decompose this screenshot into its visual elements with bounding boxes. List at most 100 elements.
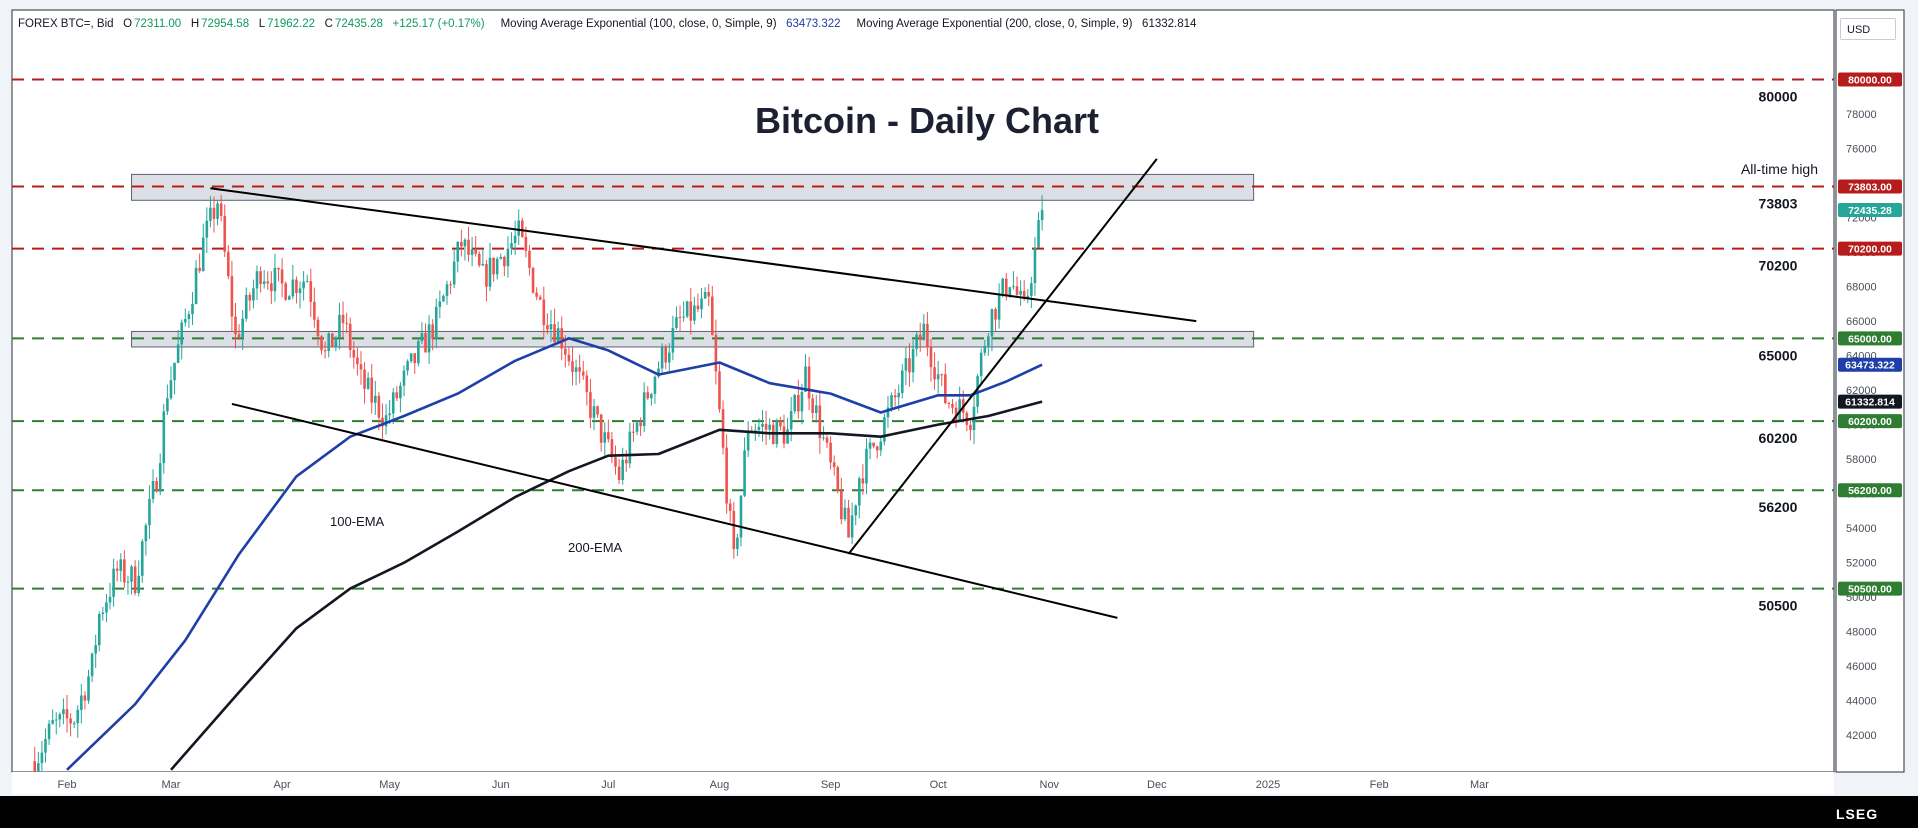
candle-up [87, 676, 90, 701]
candle-up [936, 374, 940, 380]
y-tick-label: 78000 [1846, 109, 1877, 121]
candle-down [83, 695, 87, 701]
candle-up [209, 207, 212, 221]
y-tick-label: 66000 [1846, 316, 1877, 328]
candle-down [639, 422, 642, 427]
level-price-tag [1838, 179, 1902, 194]
candle-down [234, 316, 237, 335]
candle-up [793, 395, 797, 412]
candle-down [893, 395, 897, 398]
candle-up [452, 261, 456, 285]
candle-down [449, 284, 452, 286]
level-price-tag [1838, 414, 1902, 429]
candle-down [632, 431, 635, 433]
candle-up [556, 328, 560, 343]
candle-down [725, 447, 728, 504]
low-value: 71962.22 [267, 18, 316, 30]
chart-header: FOREX BTC=, Bid O 72311.00 H 72954.58 L 719… [18, 18, 1196, 30]
x-tick-label: Apr [274, 779, 291, 791]
x-tick-label: Feb [58, 779, 77, 791]
lseg-logo: LSEG [1836, 806, 1879, 822]
candle-up [409, 353, 413, 362]
candle-down [718, 371, 721, 410]
candle-down [847, 507, 850, 538]
symbol-label[interactable]: FOREX BTC=, Bid [18, 18, 114, 30]
candle-up [987, 336, 990, 347]
candle-up [743, 450, 746, 496]
x-tick-label: Mar [1470, 779, 1489, 791]
candle-down [553, 324, 556, 343]
candle-down [951, 403, 954, 408]
candle-up [184, 319, 187, 323]
candle-down [219, 203, 223, 216]
y-tick-label: 58000 [1846, 454, 1877, 466]
candle-down [535, 292, 538, 297]
candle-down [212, 207, 216, 219]
candle-up [979, 352, 983, 377]
candle-up [94, 645, 97, 654]
candle-down [227, 251, 230, 277]
candle-up [384, 415, 388, 427]
candle-down [542, 299, 546, 326]
candle-down [564, 348, 567, 355]
candle-up [130, 566, 133, 582]
candle-up [488, 257, 492, 287]
candle-down [377, 395, 381, 418]
candle-up [252, 288, 255, 301]
level-price-tag-text: 50500.00 [1848, 584, 1892, 596]
candle-up [592, 406, 596, 418]
candle-up [255, 271, 259, 289]
candle-up [101, 612, 105, 614]
candle-up [456, 241, 460, 262]
candle-up [162, 411, 166, 464]
x-tick-label: Dec [1147, 779, 1167, 791]
candle-up [151, 480, 155, 499]
ema200-annotation: 200-EMA [568, 540, 623, 555]
price-tag [1838, 203, 1902, 218]
candle-up [302, 281, 305, 289]
ema100-annotation: 100-EMA [330, 514, 385, 529]
candle-down [571, 361, 574, 372]
candle-down [65, 709, 69, 719]
open-label: O [123, 18, 133, 30]
candle-down [617, 466, 621, 481]
ema200-legend[interactable]: Moving Average Exponential (200, close, … [856, 18, 1133, 30]
currency-selector[interactable]: USD [1840, 18, 1896, 40]
x-tick-label: Feb [1370, 779, 1389, 791]
candle-up [417, 341, 420, 364]
candle-up [628, 431, 632, 464]
price-tag-text: 72435.28 [1848, 205, 1892, 217]
price-tag-text: 63473.322 [1845, 360, 1895, 372]
x-tick-label: Aug [710, 779, 730, 791]
candle-up [621, 459, 624, 481]
candle-down [370, 377, 374, 403]
candle-up [510, 243, 513, 249]
candle-up [58, 714, 62, 720]
ema200-legend-value: 61332.814 [1142, 18, 1197, 30]
candle-up [685, 301, 689, 317]
candle-down [567, 354, 571, 362]
candle-up [262, 281, 266, 285]
change-value: +125.17 (+0.17%) [392, 18, 485, 30]
candle-up [291, 279, 295, 297]
candle-down [266, 281, 270, 284]
candle-up [703, 291, 707, 299]
lower-falling-support [231, 402, 1118, 619]
candle-down [503, 256, 506, 267]
candle-up [879, 441, 883, 451]
candle-up [1026, 295, 1030, 299]
candle-up [148, 498, 151, 526]
candle-up [499, 256, 503, 259]
footer-bar [0, 796, 1918, 828]
candle-down [316, 319, 320, 337]
candle-up [366, 377, 370, 389]
level-label: 80000 [1759, 89, 1798, 105]
candle-down [646, 392, 650, 399]
candle-down [578, 367, 581, 372]
ath-annotation: All-time high [1741, 161, 1818, 177]
ema200-line [170, 400, 1043, 771]
ema100-legend[interactable]: Moving Average Exponential (100, close, … [500, 18, 777, 30]
level-price-tag-text: 70200.00 [1848, 244, 1892, 256]
candle-down [560, 328, 564, 349]
